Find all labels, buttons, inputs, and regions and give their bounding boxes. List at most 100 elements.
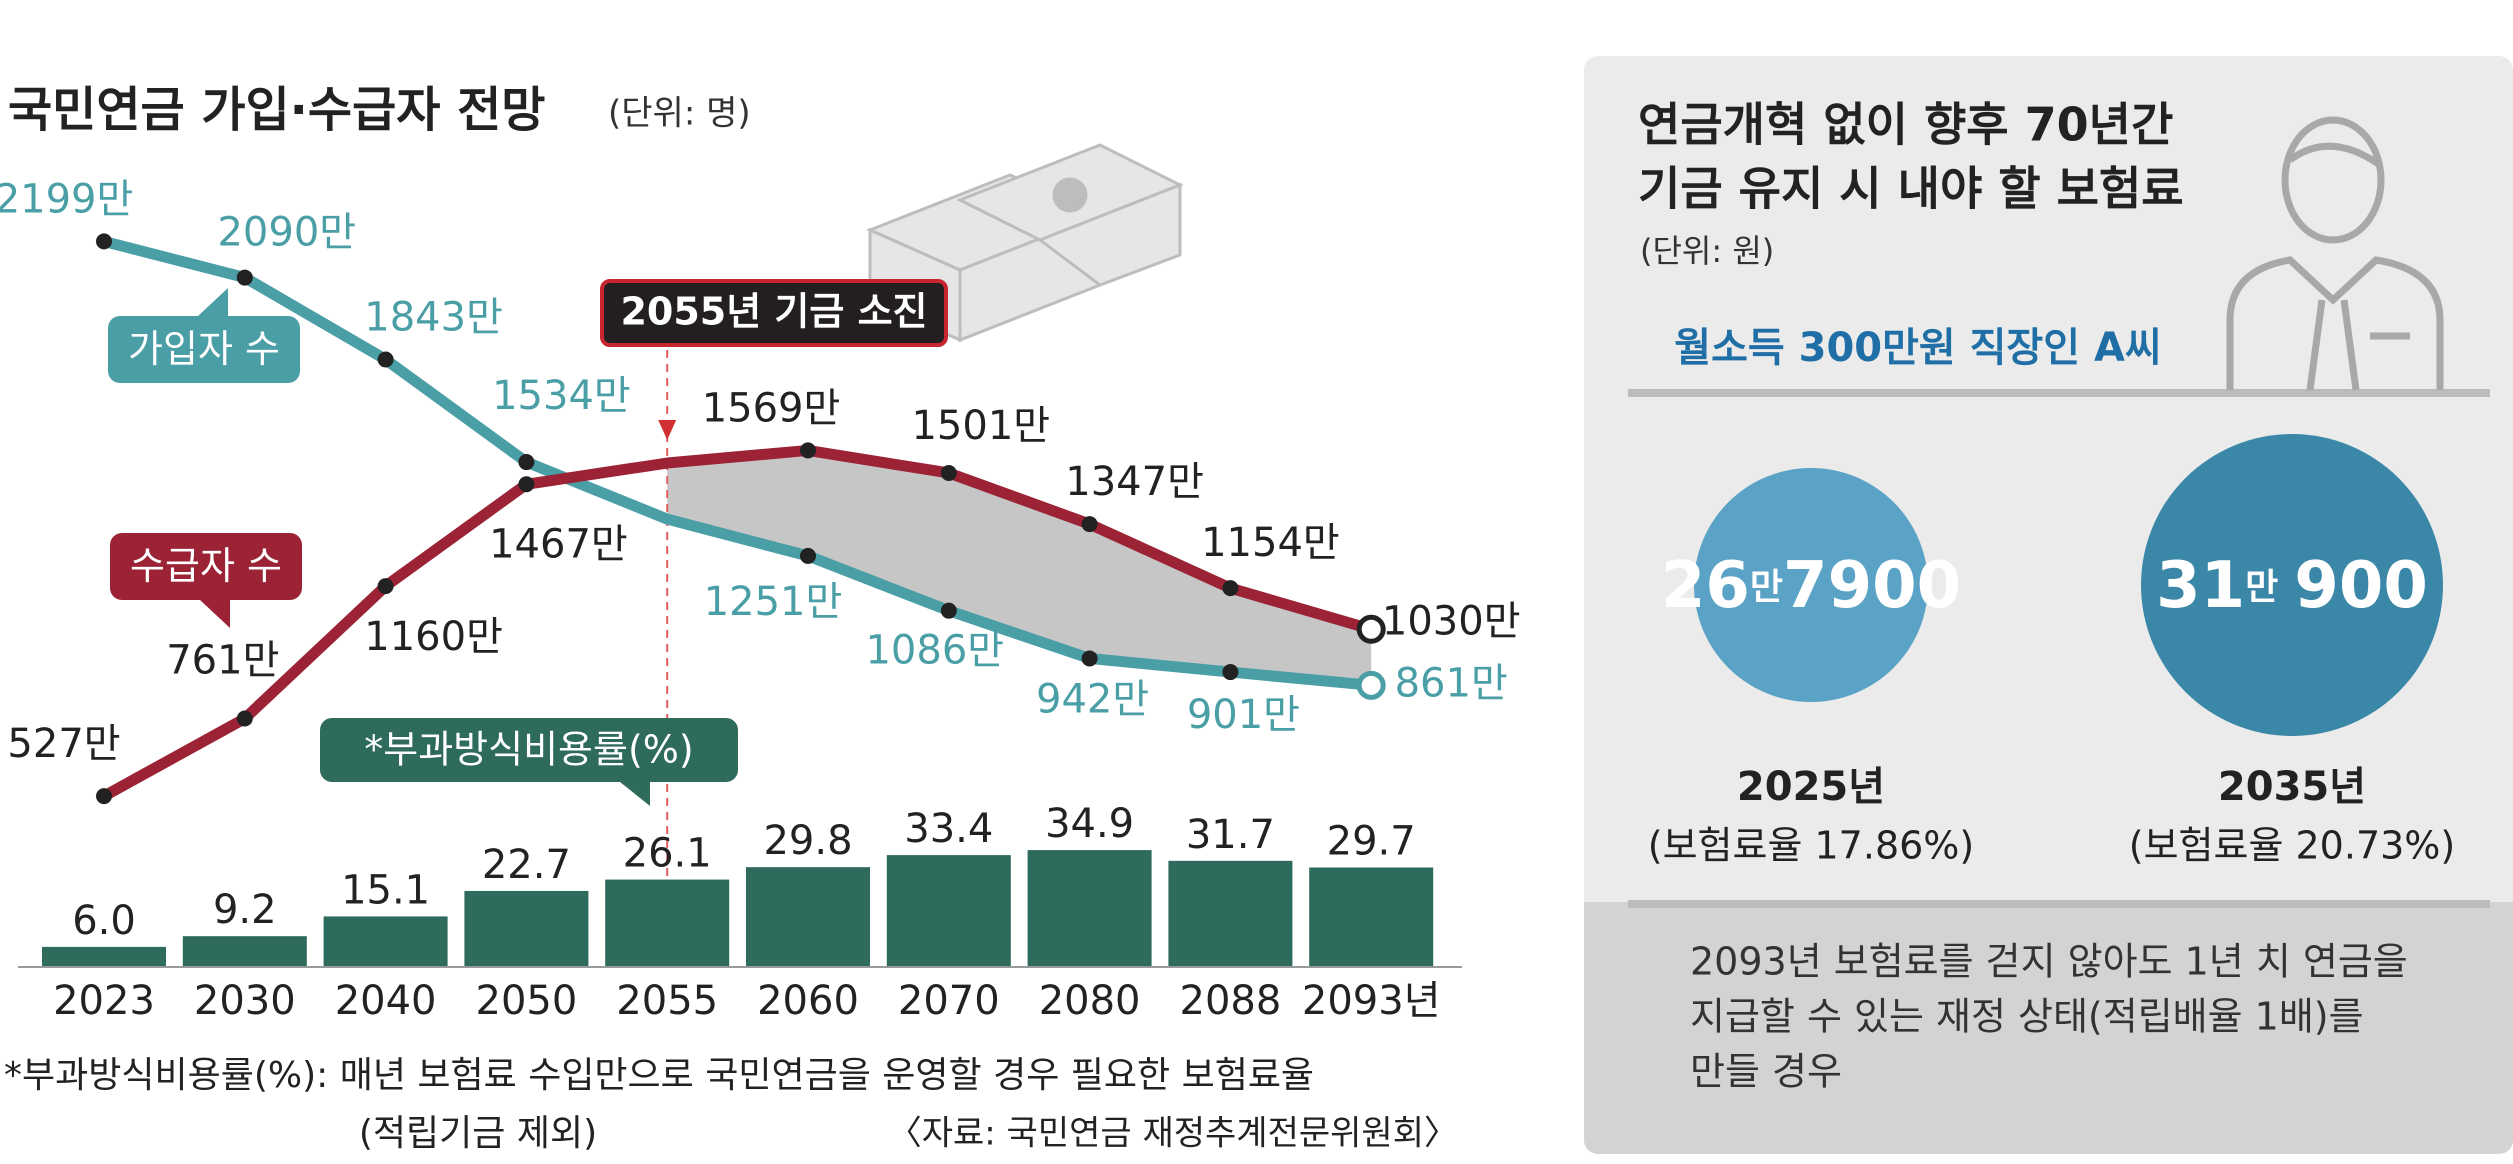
bar — [464, 890, 589, 967]
value-label: 33.4 — [904, 806, 993, 852]
value-label: 1569만 — [702, 385, 841, 431]
value-label: 29.7 — [1327, 819, 1416, 865]
amount-circle — [1694, 468, 1928, 702]
panel-unit: (단위: 원) — [1640, 232, 1774, 270]
annotation-text: 2055년 기금 소진 — [620, 290, 927, 334]
value-label: 1086만 — [865, 628, 1004, 674]
person-icon — [2226, 116, 2444, 391]
panel-note: 지급할 수 있는 재정 상태(적립배율 1배)를 — [1690, 995, 2364, 1039]
value-label: 22.7 — [482, 842, 571, 888]
amount-part: 900 — [2294, 549, 2428, 623]
value-label: 34.9 — [1045, 801, 1134, 847]
series-tag — [108, 316, 300, 383]
bar — [182, 936, 307, 967]
point — [800, 547, 816, 564]
rate: (보험료율 20.73%) — [2129, 824, 2455, 868]
amount-part: 만 — [2245, 567, 2278, 608]
value-label: 2199만 — [0, 176, 133, 222]
x-tick-label: 2040 — [335, 978, 437, 1024]
value-label: 1251만 — [704, 579, 843, 625]
value-label: 6.0 — [72, 898, 136, 944]
x-tick-label: 2093년 — [1302, 978, 1441, 1024]
amount: 31만 900 — [2156, 549, 2428, 623]
bar — [746, 867, 870, 967]
point — [1081, 516, 1098, 533]
bar — [1027, 850, 1152, 967]
year: 2025년 — [1737, 764, 1885, 810]
bar — [42, 946, 166, 967]
panel-footer-bg — [1584, 902, 2513, 1154]
value-label: 1030만 — [1382, 598, 1521, 644]
bar — [605, 879, 730, 967]
value-label: 1467만 — [489, 521, 628, 567]
amount-part: 26 — [1661, 549, 1750, 623]
value-label: 15.1 — [341, 867, 430, 913]
point — [1222, 664, 1239, 681]
year: 2035년 — [2218, 764, 2366, 810]
point — [236, 710, 253, 727]
value-label: 1154만 — [1201, 520, 1340, 566]
series-tag-pointer — [620, 782, 650, 806]
series-name: 수급자 수 — [130, 544, 282, 588]
x-tick-label: 2030 — [194, 978, 296, 1024]
chart-title: 국민연금 가입·수급자 전망 — [8, 82, 545, 138]
amount: 26만7900 — [1661, 549, 1961, 623]
value-label: 942만 — [1036, 676, 1149, 722]
point — [1081, 650, 1098, 667]
value-label: 1160만 — [364, 614, 503, 660]
panel-title: 기금 유지 시 내야 할 보험료 — [1638, 162, 2184, 216]
series-name: 가입자 수 — [128, 327, 280, 371]
value-label: 26.1 — [623, 831, 712, 877]
bar — [1168, 860, 1293, 967]
bar — [323, 916, 448, 967]
value-label: 1501만 — [911, 403, 1050, 449]
point — [96, 788, 112, 805]
point — [236, 269, 253, 286]
point — [377, 578, 394, 595]
value-label: 9.2 — [213, 887, 277, 933]
value-label: 1347만 — [1065, 459, 1204, 505]
gap-area — [667, 450, 1372, 686]
point — [96, 233, 112, 250]
source: 〈자료: 국민연금 재정추계전문위원회〉 — [888, 1114, 1458, 1154]
amount-part: 7900 — [1783, 549, 1961, 623]
point — [1356, 670, 1386, 700]
value-label: 2090만 — [217, 210, 356, 256]
panel-note: 만들 경우 — [1690, 1050, 1842, 1094]
x-tick-label: 2080 — [1039, 978, 1141, 1024]
value-label: 901만 — [1187, 692, 1300, 738]
bar — [886, 855, 1011, 967]
value-label: 1534만 — [492, 373, 631, 419]
value-label: 31.7 — [1186, 812, 1275, 858]
series-line — [102, 236, 1372, 691]
amount-part: 만 — [1750, 567, 1783, 608]
x-tick-label: 2023 — [53, 978, 155, 1024]
series-tag — [320, 718, 738, 782]
series-name: *부과방식비용률(%) — [364, 728, 693, 772]
point — [940, 602, 957, 619]
series-tag-pointer — [200, 600, 230, 628]
bar — [1309, 867, 1434, 967]
series-tag-pointer — [198, 288, 228, 316]
point — [377, 351, 394, 368]
point — [940, 464, 957, 481]
point — [518, 476, 535, 493]
value-label: 761만 — [166, 638, 279, 684]
panel-bg — [1584, 56, 2513, 1154]
value-label: 29.8 — [763, 818, 852, 864]
x-tick-label: 2050 — [476, 978, 578, 1024]
footnote: *부과방식비용률(%): 매년 보험료 수입만으로 국민연금을 운영할 경우 필… — [4, 1055, 1314, 1096]
series-tag — [110, 533, 302, 600]
x-tick-label: 2055 — [616, 978, 718, 1024]
x-tick-label: 2088 — [1180, 978, 1282, 1024]
panel-title: 연금개혁 없이 향후 70년간 — [1638, 98, 2173, 152]
amount-part: 31 — [2156, 549, 2245, 623]
point — [1356, 614, 1386, 644]
panel-note: 2093년 보험료를 걷지 않아도 1년 치 연금을 — [1690, 940, 2408, 984]
value-label: 861만 — [1395, 660, 1508, 706]
footnote: (적립기금 제외) — [359, 1113, 597, 1154]
point — [800, 442, 816, 459]
point — [1222, 580, 1239, 597]
point — [518, 454, 535, 471]
